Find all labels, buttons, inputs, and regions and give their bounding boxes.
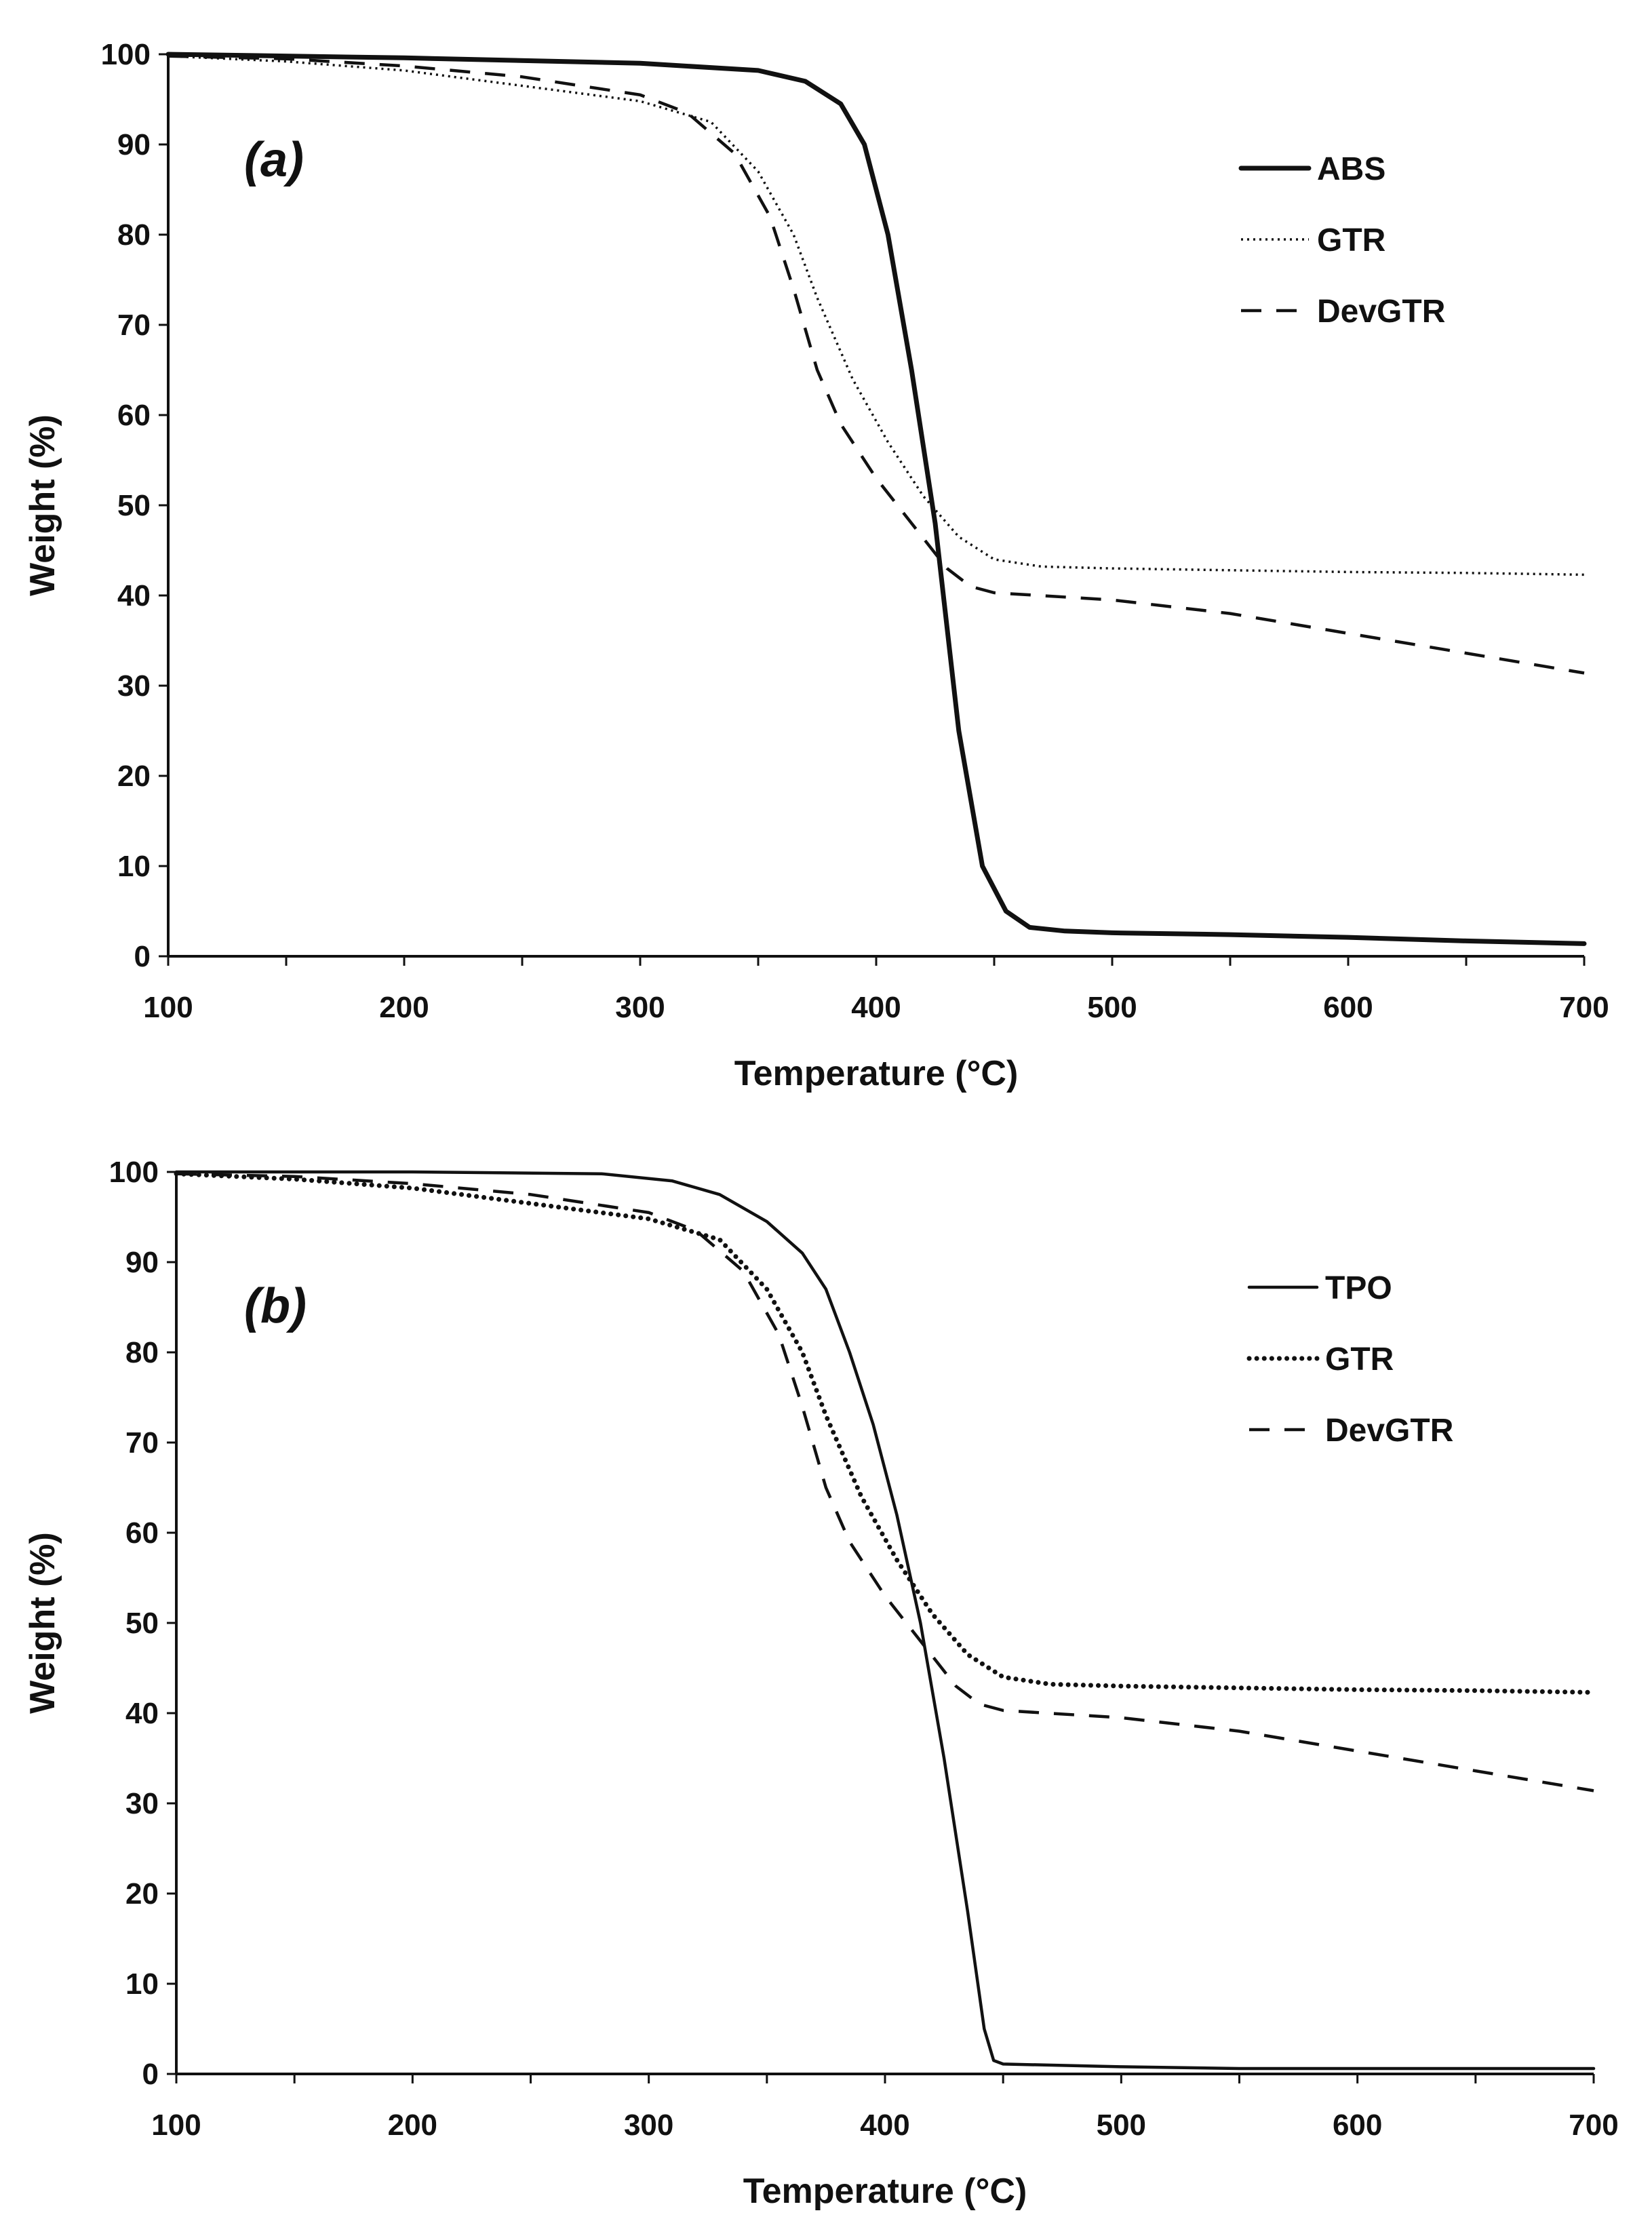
- y-tick-label: 20: [125, 1877, 159, 1910]
- x-tick-label: 200: [379, 991, 429, 1024]
- y-tick-label: 90: [125, 1246, 159, 1279]
- x-tick-label: 400: [860, 2109, 909, 2142]
- x-axis-title: Temperature (°C): [734, 1054, 1019, 1093]
- series-line-devgtr: [176, 1172, 1594, 1792]
- panel-label: (b): [244, 1279, 307, 1333]
- legend-label-devgtr: DevGTR: [1317, 294, 1445, 330]
- x-tick-label: 300: [624, 2109, 673, 2142]
- y-tick-label: 10: [117, 850, 151, 883]
- legend-label-devgtr: DevGTR: [1325, 1413, 1453, 1449]
- y-tick-label: 40: [125, 1697, 159, 1730]
- y-tick-label: 0: [142, 2058, 159, 2091]
- y-tick-label: 60: [125, 1516, 159, 1550]
- x-tick-label: 300: [615, 991, 665, 1024]
- y-tick-label: 30: [125, 1787, 159, 1820]
- y-tick-label: 40: [117, 579, 151, 612]
- x-tick-label: 600: [1333, 2109, 1382, 2142]
- x-axis-title: Temperature (°C): [743, 2172, 1027, 2211]
- y-tick-label: 100: [109, 1156, 159, 1189]
- y-tick-label: 30: [117, 669, 151, 703]
- x-tick-label: 700: [1559, 991, 1609, 1024]
- y-tick-label: 80: [117, 218, 151, 252]
- x-tick-label: 500: [1097, 2109, 1146, 2142]
- series-line-gtr: [174, 1171, 1596, 1695]
- y-tick-label: 100: [101, 38, 151, 71]
- y-tick-label: 60: [117, 399, 151, 432]
- legend-label-abs: ABS: [1317, 151, 1385, 187]
- y-axis-title: Weight (%): [23, 1532, 62, 1714]
- chart-panel-a: 0 10 20 30 40 50 60 70 80 90 100 100 200 300 400 500 600…: [23, 38, 1609, 1093]
- x-tick-label: 400: [851, 991, 901, 1024]
- y-tick-label: 0: [134, 940, 151, 973]
- y-tick-label: 50: [125, 1607, 159, 1640]
- series-line-abs: [165, 52, 1587, 946]
- x-tick-label: 500: [1087, 991, 1137, 1024]
- y-tick-label: 10: [125, 1967, 159, 2001]
- series-line-gtr: [168, 54, 1585, 576]
- legend-label-tpo: TPO: [1325, 1270, 1392, 1306]
- series-line-tpo: [174, 1170, 1596, 2071]
- y-tick-label: 50: [117, 489, 151, 522]
- series-line-devgtr: [168, 54, 1585, 675]
- y-tick-label: 70: [117, 309, 151, 342]
- y-tick-label: 90: [117, 128, 151, 161]
- y-axis-title: Weight (%): [23, 414, 62, 596]
- x-tick-label: 200: [388, 2109, 437, 2142]
- y-tick-label: 20: [117, 760, 151, 793]
- y-tick-label: 80: [125, 1336, 159, 1369]
- panel-label: (a): [244, 133, 304, 187]
- legend-label-gtr: GTR: [1317, 222, 1385, 258]
- chart-panel-b: 0 10 20 30 40 50 60 70 80 90 100 100 200 300 400 500 600…: [23, 1156, 1619, 2211]
- y-tick-label: 70: [125, 1426, 159, 1459]
- legend-label-gtr: GTR: [1325, 1341, 1394, 1377]
- x-tick-label: 100: [143, 991, 193, 1024]
- x-tick-label: 700: [1569, 2109, 1618, 2142]
- x-tick-label: 100: [151, 2109, 201, 2142]
- x-tick-label: 600: [1323, 991, 1373, 1024]
